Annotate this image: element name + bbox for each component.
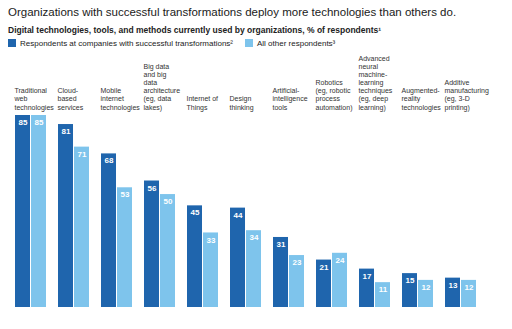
svg-text:Artificial-intelligencetools: Artificial-intelligencetools <box>273 87 308 110</box>
html-text:All other respondents³: All other respondents³ <box>257 39 336 48</box>
svg-text:34: 34 <box>250 233 259 242</box>
svg-text:21: 21 <box>320 263 329 272</box>
svg-text:Designthinking: Designthinking <box>230 95 254 111</box>
svg-text:85: 85 <box>35 118 44 127</box>
svg-text:33: 33 <box>207 236 216 245</box>
html-text:Respondents at companies with: Respondents at companies with successful… <box>20 39 233 48</box>
svg-text:Mobileinternettechnologies: Mobileinternettechnologies <box>101 87 141 111</box>
svg-text:68: 68 <box>105 156 114 165</box>
svg-text:31: 31 <box>277 240 286 249</box>
svg-text:71: 71 <box>78 150 87 159</box>
svg-text:12: 12 <box>465 283 474 292</box>
svg-text:44: 44 <box>234 211 243 220</box>
svg-text:56: 56 <box>148 184 157 193</box>
svg-text:13: 13 <box>449 281 458 290</box>
svg-text:Internet ofThings: Internet ofThings <box>187 95 219 111</box>
svg-text:53: 53 <box>121 190 130 199</box>
svg-text:Cloud-basedservices: Cloud-basedservices <box>58 87 84 110</box>
svg-text:Augmented-realitytechnologies: Augmented-realitytechnologies <box>402 87 442 111</box>
svg-text:Advancedneuralmachine-learning: Advancedneuralmachine-learningtechniques… <box>359 55 393 111</box>
svg-text:24: 24 <box>336 256 345 265</box>
svg-text:23: 23 <box>293 258 302 267</box>
svg-text:12: 12 <box>422 283 431 292</box>
svg-text:Robotics(eg, roboticprocessaut: Robotics(eg, roboticprocessautomation) <box>316 79 353 111</box>
svg-text:45: 45 <box>191 208 200 217</box>
svg-text:81: 81 <box>62 127 71 136</box>
svg-text:11: 11 <box>379 285 388 294</box>
svg-text:15: 15 <box>406 276 415 285</box>
svg-text:Traditionalwebtechnologies: Traditionalwebtechnologies <box>14 87 55 111</box>
svg-text:Big dataand bigdataarchitectur: Big dataand bigdataarchitecture(eg, data… <box>144 63 181 111</box>
svg-text:85: 85 <box>19 118 28 127</box>
html-text:Digital technologies, tools, a: Digital technologies, tools, and methods… <box>8 25 382 35</box>
svg-text:50: 50 <box>164 197 173 206</box>
svg-text:17: 17 <box>363 272 372 281</box>
svg-text:Additivemanufacturing(eg, 3-Dp: Additivemanufacturing(eg, 3-Dprinting) <box>445 79 489 111</box>
html-text:Organizations with successful: Organizations with successful transforma… <box>8 6 457 18</box>
